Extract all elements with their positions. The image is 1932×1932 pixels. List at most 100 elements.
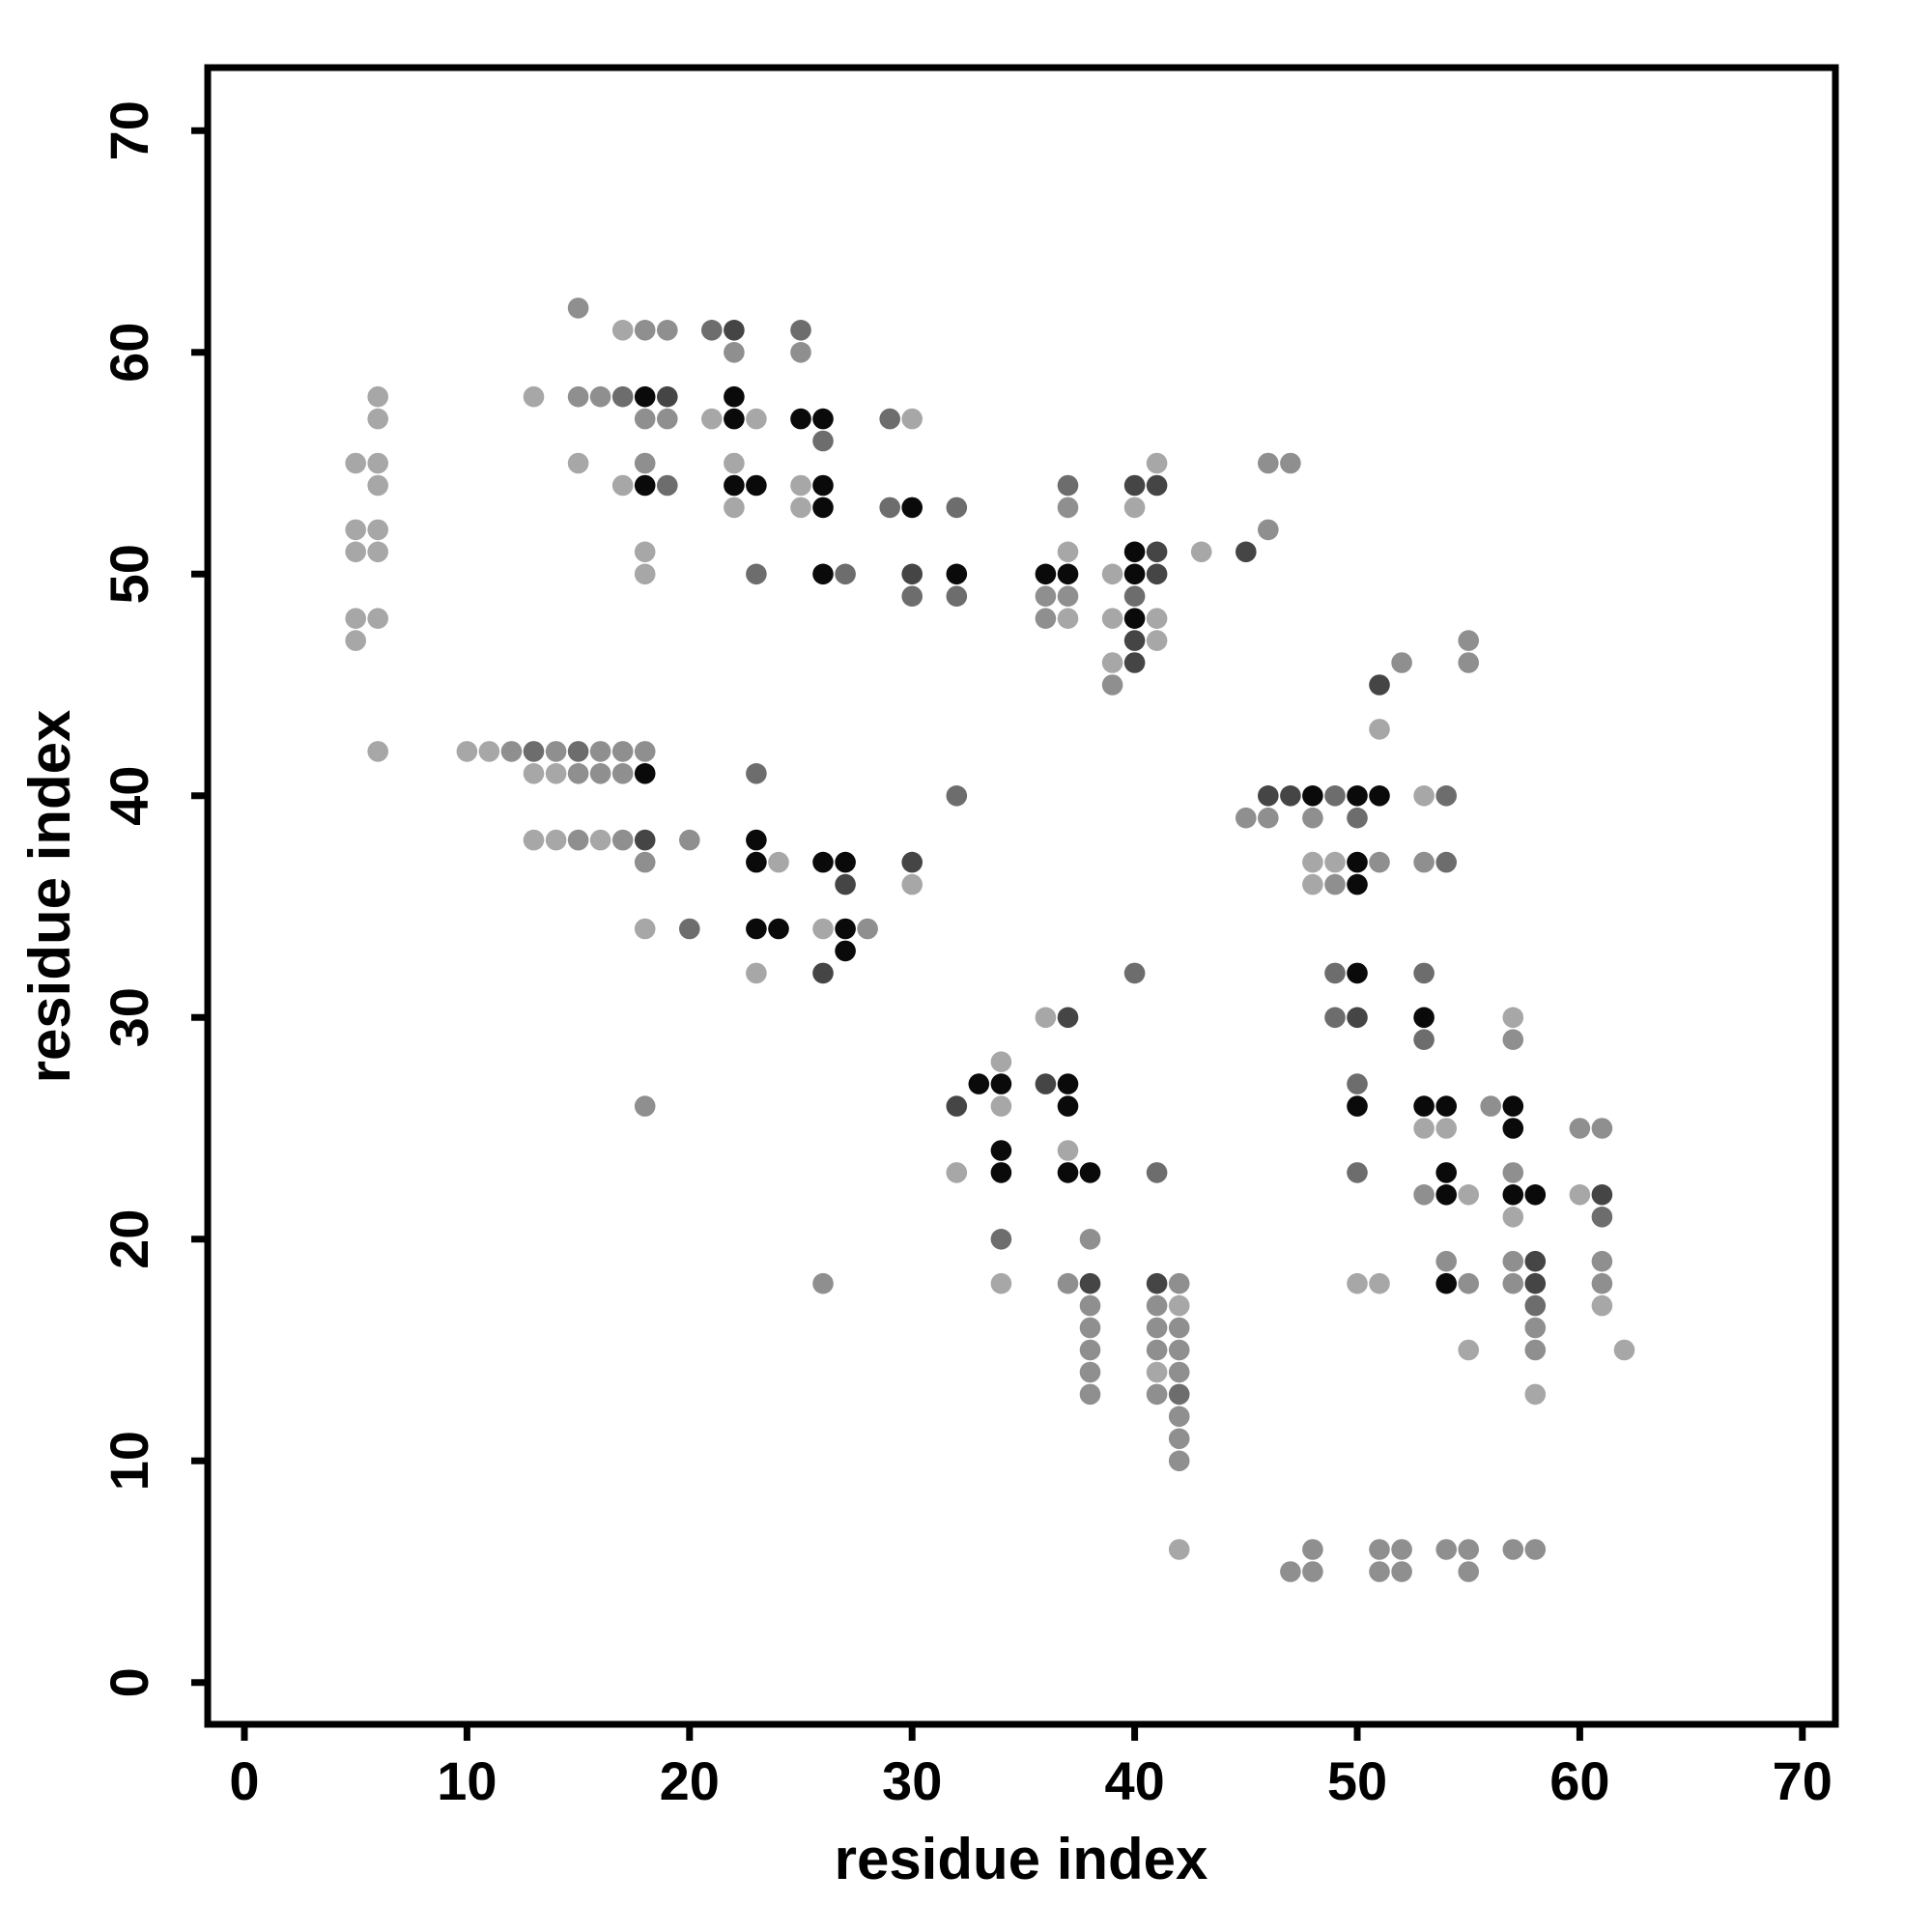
x-tick-label: 40	[1104, 1750, 1164, 1811]
plot-border	[204, 64, 1839, 1728]
data-point	[1369, 851, 1390, 873]
data-point	[1347, 807, 1368, 829]
data-point	[345, 519, 367, 541]
data-point	[1101, 608, 1123, 629]
data-point	[1101, 563, 1123, 585]
data-point	[1391, 1561, 1412, 1582]
data-point	[1190, 541, 1212, 563]
data-point	[1569, 1118, 1591, 1139]
y-tick-label: 10	[99, 1431, 159, 1491]
data-point	[634, 385, 656, 408]
data-point	[545, 741, 567, 762]
data-point	[1057, 608, 1079, 629]
data-point	[746, 851, 767, 873]
data-point	[1057, 563, 1079, 585]
data-point	[1146, 1272, 1168, 1294]
data-point	[1458, 652, 1479, 673]
data-point	[1502, 1029, 1524, 1050]
data-point	[1347, 785, 1368, 807]
data-point	[1057, 1272, 1079, 1294]
data-point	[1569, 1184, 1591, 1206]
data-point	[990, 1095, 1012, 1117]
data-point	[1347, 1272, 1368, 1294]
x-axis: 0 10 20 30 40 50 60 70	[229, 1724, 1833, 1811]
data-point	[1369, 674, 1390, 696]
data-point	[567, 763, 589, 784]
data-point	[946, 585, 968, 607]
data-point	[746, 763, 767, 784]
data-point	[1502, 1250, 1524, 1272]
data-point	[790, 320, 811, 341]
x-tick-label: 70	[1773, 1750, 1833, 1811]
data-point	[1168, 1361, 1190, 1383]
data-point	[1347, 1095, 1368, 1117]
data-point	[1369, 719, 1390, 740]
data-point	[1347, 851, 1368, 873]
data-point	[812, 430, 834, 452]
data-point	[1435, 1184, 1457, 1206]
data-point	[724, 385, 745, 408]
data-point	[567, 298, 589, 319]
data-point	[1591, 1184, 1613, 1206]
data-point	[724, 452, 745, 474]
data-point	[901, 873, 923, 895]
data-point	[1413, 1007, 1435, 1029]
data-point	[812, 962, 834, 984]
y-tick-label: 0	[99, 1667, 159, 1697]
y-axis-label: residue index	[17, 710, 82, 1084]
data-point	[1435, 1118, 1457, 1139]
data-point	[879, 497, 900, 519]
data-point	[1591, 1250, 1613, 1272]
data-point	[1324, 785, 1346, 807]
data-point	[1413, 1118, 1435, 1139]
y-tick-label: 70	[99, 100, 159, 160]
data-point	[724, 497, 745, 519]
data-point	[812, 474, 834, 497]
data-point	[634, 741, 656, 762]
data-point	[768, 851, 789, 873]
data-point	[589, 763, 611, 784]
data-point	[1302, 1539, 1323, 1560]
data-point	[1347, 873, 1368, 895]
data-point	[1435, 1095, 1457, 1117]
data-point	[1591, 1118, 1613, 1139]
data-point	[1458, 1339, 1479, 1361]
data-point	[611, 474, 634, 497]
data-point	[523, 385, 545, 408]
data-point	[1146, 452, 1168, 474]
data-point	[1057, 1140, 1079, 1161]
data-point	[634, 320, 656, 341]
data-point	[1347, 1073, 1368, 1094]
data-point	[367, 474, 389, 497]
data-point	[657, 408, 678, 430]
data-point	[1435, 1539, 1457, 1560]
data-point	[1413, 962, 1435, 984]
data-point	[1502, 1539, 1524, 1560]
data-point	[990, 1162, 1012, 1183]
data-point	[1035, 1007, 1057, 1029]
data-point	[835, 918, 856, 940]
data-point	[1146, 1162, 1168, 1183]
data-point	[812, 1272, 834, 1294]
data-point	[1524, 1272, 1547, 1294]
data-point	[1146, 1317, 1168, 1339]
data-point	[946, 563, 968, 585]
x-tick-label: 50	[1327, 1750, 1387, 1811]
data-point	[634, 918, 656, 940]
data-point	[1347, 1007, 1368, 1029]
data-point	[1057, 1007, 1079, 1029]
data-point	[1302, 1561, 1323, 1582]
data-point	[1079, 1361, 1101, 1383]
data-point	[746, 408, 767, 430]
data-point	[1369, 1272, 1390, 1294]
data-point	[367, 541, 389, 563]
data-point	[1524, 1383, 1547, 1406]
data-point	[567, 741, 589, 762]
data-point	[1458, 1272, 1479, 1294]
data-point	[1502, 1118, 1524, 1139]
data-point	[724, 408, 745, 430]
data-point	[990, 1051, 1012, 1072]
data-point	[367, 408, 389, 430]
